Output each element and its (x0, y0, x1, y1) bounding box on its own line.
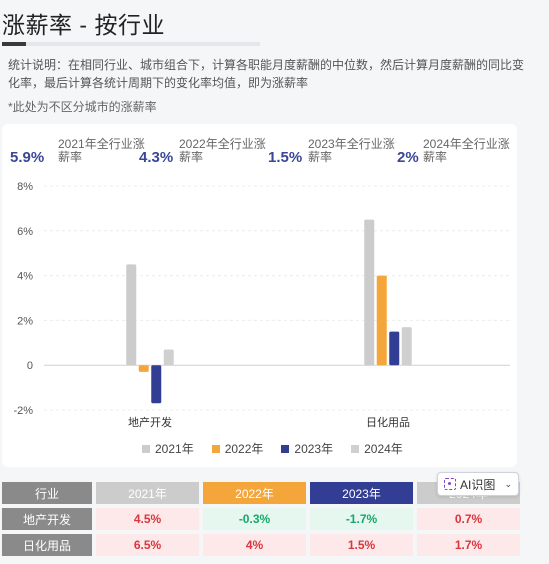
table-cell: 1.5% (310, 534, 413, 556)
bar-地产开发-2024年 (163, 349, 174, 366)
y-tick-label: 2% (17, 315, 33, 327)
x-category-label: 地产开发 (128, 415, 172, 429)
stat-label: 2023年全行业涨薪率 (308, 137, 395, 164)
bar-日化用品-2021年 (364, 219, 375, 366)
y-tick-label: 8% (17, 181, 33, 193)
stat-value: 2% (397, 149, 419, 166)
page-title: 涨薪率 - 按行业 (2, 12, 165, 38)
legend-item-2022[interactable]: 2022年 (211, 440, 263, 457)
bar-chart: 8% 6% 4% 2% 0 -2% 地产开发 日化用品 (13, 181, 510, 429)
table-cell: -0.3% (203, 508, 306, 530)
chart-legend: 2021年 2022年 2023年 2024年 (142, 440, 403, 457)
header-2023: 2023年 (310, 482, 413, 504)
stat-label: 2021年全行业涨薪率 (58, 137, 145, 164)
ai-button-label: AI识图 (460, 477, 496, 492)
header-2021: 2021年 (96, 482, 199, 504)
header-industry: 行业 (2, 482, 92, 504)
table-cell: 6.5% (96, 534, 199, 556)
table-row: 日化用品 6.5% 4% 1.5% 1.7% (2, 534, 520, 556)
row-label: 日化用品 (2, 534, 92, 556)
bar-日化用品-2022年 (376, 275, 387, 366)
bar-地产开发-2023年 (151, 365, 162, 404)
legend-item-2023[interactable]: 2023年 (281, 440, 333, 457)
table-row: 地产开发 4.5% -0.3% -1.7% 0.7% (2, 508, 520, 530)
chart-card: 5.9% 2021年全行业涨薪率 4.3% 2022年全行业涨薪率 1.5% 2… (2, 124, 517, 467)
table-cell: 4.5% (96, 508, 199, 530)
legend-item-2021[interactable]: 2021年 (142, 440, 194, 457)
y-tick-label: 6% (17, 226, 33, 238)
stat-label: 2022年全行业涨薪率 (179, 137, 266, 164)
y-tick-label: -2% (13, 405, 33, 417)
bar-地产开发-2021年 (126, 264, 137, 366)
x-category-label: 日化用品 (366, 415, 410, 429)
stat-value: 5.9% (10, 149, 45, 166)
row-label: 地产开发 (2, 508, 92, 530)
stat-value: 1.5% (268, 149, 303, 166)
table-cell: 4% (203, 534, 306, 556)
chevron-down-icon: ⌄ (504, 478, 512, 489)
ai-recognize-button[interactable]: AI识图 ⌄ (437, 472, 519, 496)
data-table: 行业 2021年 2022年 2023年 2024年 地产开发 4.5% -0.… (0, 478, 524, 560)
scan-icon (444, 478, 456, 490)
stat-note: *此处为不区分城市的涨薪率 (8, 100, 157, 114)
bar-地产开发-2022年 (138, 365, 149, 372)
table-cell: 1.7% (417, 534, 520, 556)
y-tick-label: 0 (27, 360, 33, 372)
table-cell: 0.7% (417, 508, 520, 530)
stat-description: 统计说明：在相同行业、城市组合下，计算各职能月度薪酬的中位数，然后计算月度薪酬的… (8, 58, 525, 90)
stat-label: 2024年全行业涨薪率 (423, 137, 510, 164)
table-cell: -1.7% (310, 508, 413, 530)
bar-日化用品-2023年 (389, 331, 400, 366)
y-tick-label: 4% (17, 271, 33, 283)
title-underline (2, 42, 260, 46)
stat-value: 4.3% (139, 149, 174, 166)
legend-item-2024[interactable]: 2024年 (351, 440, 403, 457)
bar-日化用品-2024年 (401, 327, 412, 366)
table-header-row: 行业 2021年 2022年 2023年 2024年 (2, 482, 520, 504)
header-2022: 2022年 (203, 482, 306, 504)
